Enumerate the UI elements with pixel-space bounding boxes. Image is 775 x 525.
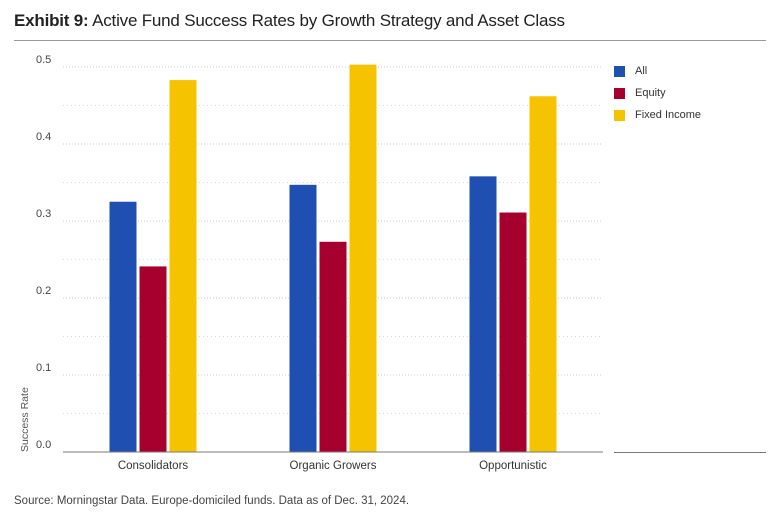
legend-label: Fixed Income bbox=[635, 109, 702, 121]
x-category-label: Consolidators bbox=[118, 460, 189, 472]
y-axis-ticks: 0.0 0.1 0.2 0.3 0.4 0.5 bbox=[36, 54, 51, 451]
bar-fixed-income bbox=[349, 64, 377, 452]
legend-swatch bbox=[614, 65, 625, 77]
legend-label: All bbox=[635, 65, 648, 77]
x-category-label: Organic Growers bbox=[290, 460, 377, 472]
legend-swatch bbox=[614, 109, 625, 121]
x-axis-categories: Consolidators Organic Growers Opportunisti… bbox=[118, 460, 547, 472]
chart-title: Exhibit 9: Active Fund Success Rates by … bbox=[14, 11, 565, 31]
legend-item: Fixed Income bbox=[614, 104, 701, 126]
y-tick-label: 0.1 bbox=[36, 362, 51, 374]
y-tick-label: 0.4 bbox=[36, 131, 51, 143]
bar-equity bbox=[139, 266, 167, 452]
bar-equity bbox=[499, 212, 527, 452]
legend-item: All bbox=[614, 60, 701, 82]
bar-all bbox=[109, 201, 137, 452]
y-tick-label: 0.3 bbox=[36, 208, 51, 220]
y-tick-label: 0.5 bbox=[36, 54, 51, 66]
exhibit-number: Exhibit 9: bbox=[14, 11, 89, 30]
exhibit-title: Active Fund Success Rates by Growth Stra… bbox=[92, 11, 565, 30]
legend-swatch bbox=[614, 87, 625, 99]
legend-label: Equity bbox=[635, 87, 666, 99]
title-divider bbox=[14, 40, 766, 41]
bar-all bbox=[289, 184, 317, 452]
y-axis-label: Success Rate bbox=[19, 387, 31, 452]
x-category-label: Opportunistic bbox=[479, 460, 547, 472]
bars bbox=[109, 64, 557, 452]
legend-baseline bbox=[614, 452, 766, 453]
y-tick-label: 0.0 bbox=[36, 439, 51, 451]
y-tick-label: 0.2 bbox=[36, 285, 51, 297]
legend: All Equity Fixed Income bbox=[614, 60, 701, 126]
bar-fixed-income bbox=[529, 96, 557, 452]
legend-item: Equity bbox=[614, 82, 701, 104]
bar-equity bbox=[319, 241, 347, 452]
source-note: Source: Morningstar Data. Europe-domicil… bbox=[14, 495, 410, 507]
bar-fixed-income bbox=[169, 80, 197, 452]
bar-all bbox=[469, 176, 497, 452]
